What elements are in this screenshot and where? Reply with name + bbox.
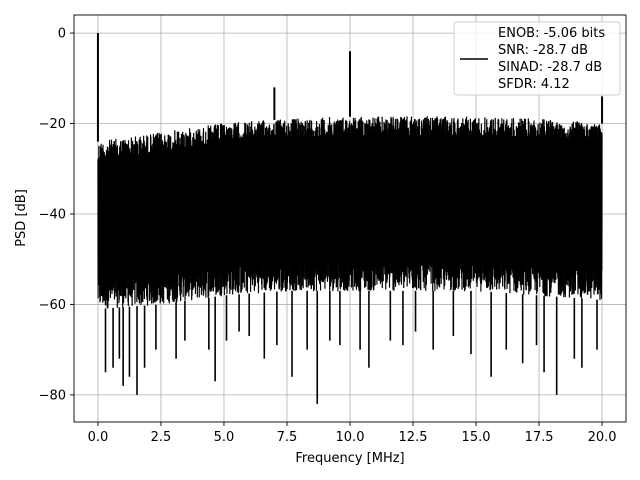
x-tick-label: 17.5 [525, 430, 554, 445]
psd-noise-band [97, 134, 603, 282]
legend-box [453, 21, 621, 96]
y-tick-label: 0 [58, 27, 66, 42]
axis-ticks: 0.0 2.5 5.0 7.5 10.0 12.5 15.0 17.5 20.0 0 −20 −40 −… [39, 27, 617, 445]
legend: ENOB: -5.06 bits SNR: -28.7 dB SINAD: -2… [453, 21, 621, 96]
x-tick-label: 20.0 [588, 430, 617, 445]
legend-entry-sfdr: SFDR: 4.12 [498, 77, 570, 92]
psd-series [96, 33, 604, 404]
x-tick-label: 5.0 [214, 430, 235, 445]
x-axis-label: Frequency [MHz] [295, 451, 404, 466]
x-tick-label: 10.0 [336, 430, 365, 445]
y-axis-label: PSD [dB] [14, 189, 29, 247]
y-tick-label: −20 [39, 117, 66, 132]
x-tick-label: 15.0 [462, 430, 491, 445]
x-tick-label: 7.5 [277, 430, 298, 445]
y-tick-label: −80 [39, 388, 66, 403]
legend-entry-snr: SNR: -28.7 dB [498, 43, 588, 58]
legend-entry-enob: ENOB: -5.06 bits [498, 26, 605, 41]
legend-entry-sinad: SINAD: -28.7 dB [498, 60, 602, 75]
x-tick-label: 2.5 [151, 430, 172, 445]
x-tick-label: 0.0 [88, 430, 109, 445]
y-tick-label: −40 [39, 207, 66, 222]
x-tick-label: 12.5 [399, 430, 428, 445]
y-tick-label: −60 [39, 298, 66, 313]
